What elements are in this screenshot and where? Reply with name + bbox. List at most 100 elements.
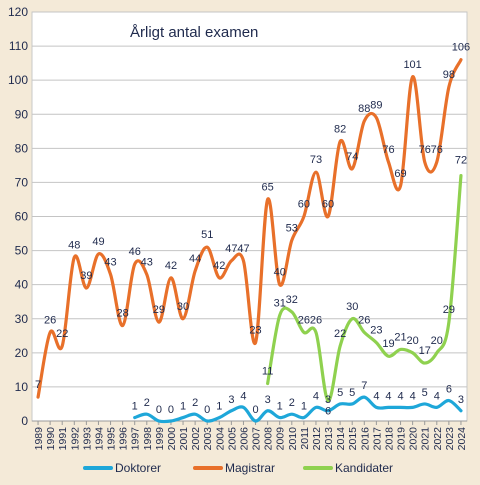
data-label-magistrar: 47 [225,243,237,255]
data-label-doktorer: 5 [337,387,343,399]
data-label-kandidater: 31 [274,297,286,309]
series-line-kandidater [266,174,463,403]
chart-title: Årligt antal examen [130,24,258,41]
x-tick-label: 2022 [432,427,444,451]
data-label-kandidater: 19 [382,338,394,350]
data-label-kandidater: 22 [334,328,346,340]
y-tick-label: 60 [15,210,29,224]
data-label-doktorer: 3 [325,394,331,406]
y-tick-label: 10 [15,380,29,394]
data-label-doktorer: 7 [361,380,367,392]
data-label-doktorer: 4 [434,390,440,402]
data-label-kandidater: 30 [346,301,358,313]
x-tick-label: 1992 [69,427,81,451]
data-label-doktorer: 2 [144,397,150,409]
data-label-doktorer: 1 [132,401,138,413]
data-label-magistrar: 47 [237,243,249,255]
data-label-magistrar: 60 [322,199,334,211]
data-label-doktorer: 4 [410,390,416,402]
x-tick-label: 1990 [45,427,57,451]
data-label-magistrar: 51 [201,229,213,241]
data-label-doktorer: 4 [385,390,391,402]
data-label-doktorer: 3 [228,394,234,406]
legend-label-magistrar: Magistrar [225,461,275,475]
data-label-kandidater: 72 [455,155,467,167]
data-label-magistrar: 88 [358,103,370,115]
data-label-kandidater: 20 [431,335,443,347]
data-label-magistrar: 74 [346,151,358,163]
legend-label-doktorer: Doktorer [115,461,161,475]
data-label-magistrar: 42 [165,260,177,272]
x-tick-label: 1995 [106,427,118,451]
x-tick-label: 1996 [118,427,130,451]
data-label-magistrar: 53 [286,222,298,234]
data-label-kandidater: 32 [286,294,298,306]
data-label-doktorer: 6 [446,384,452,396]
x-tick-label: 2024 [456,427,468,451]
data-label-magistrar: 76 [382,144,394,156]
data-label-kandidater: 21 [394,331,406,343]
x-tick-label: 2023 [444,427,456,451]
data-label-magistrar: 60 [298,199,310,211]
y-tick-label: 50 [15,244,29,258]
y-tick-label: 40 [15,278,29,292]
x-tick-label: 1997 [130,427,142,451]
x-tick-label: 2003 [202,427,214,451]
x-tick-label: 1993 [81,427,93,451]
data-label-doktorer: 2 [192,397,198,409]
x-tick-label: 1998 [142,427,154,451]
x-tick-label: 2007 [251,427,263,451]
x-tick-label: 2016 [359,427,371,451]
data-label-doktorer: 2 [289,397,295,409]
data-label-doktorer: 0 [252,404,258,416]
data-label-magistrar: 30 [177,301,189,313]
data-label-kandidater: 11 [262,366,273,378]
x-tick-label: 2000 [166,427,178,451]
data-label-magistrar: 46 [129,246,141,258]
data-label-magistrar: 89 [370,100,382,112]
data-label-magistrar: 44 [189,253,201,265]
y-tick-label: 100 [8,73,28,87]
x-tick-label: 2004 [214,427,226,451]
x-tick-label: 2014 [335,427,347,451]
data-label-doktorer: 4 [397,390,403,402]
y-tick-label: 120 [8,5,28,19]
data-label-doktorer: 4 [373,390,379,402]
y-tick-label: 30 [15,312,29,326]
y-tick-label: 80 [15,141,29,155]
data-label-magistrar: 43 [141,256,153,268]
x-tick-label: 1989 [33,427,45,451]
data-label-magistrar: 43 [104,256,116,268]
data-label-magistrar: 76 [419,144,431,156]
y-tick-label: 90 [15,107,29,121]
x-tick-label: 2019 [396,427,408,451]
data-label-magistrar: 73 [310,154,322,166]
x-tick-label: 2002 [190,427,202,451]
x-tick-label: 2001 [178,427,190,451]
x-tick-label: 2020 [408,427,420,451]
y-tick-label: 70 [15,175,29,189]
grid [31,11,468,422]
y-tick-label: 0 [21,414,28,428]
x-tick-label: 2018 [383,427,395,451]
data-label-doktorer: 3 [458,394,464,406]
data-label-kandidater: 29 [443,304,455,316]
data-label-doktorer: 1 [180,401,186,413]
data-label-doktorer: 3 [265,394,271,406]
data-label-kandidater: 26 [298,314,310,326]
data-label-magistrar: 23 [249,325,261,337]
x-tick-label: 2010 [287,427,299,451]
data-label-magistrar: 48 [68,239,80,251]
x-tick-label: 2017 [371,427,383,451]
data-label-magistrar: 49 [92,236,104,248]
data-label-doktorer: 5 [422,387,428,399]
data-label-magistrar: 29 [153,304,165,316]
data-label-doktorer: 0 [168,404,174,416]
x-tick-label: 1991 [57,427,69,451]
x-tick-label: 2011 [299,427,311,450]
data-label-magistrar: 98 [443,69,455,81]
